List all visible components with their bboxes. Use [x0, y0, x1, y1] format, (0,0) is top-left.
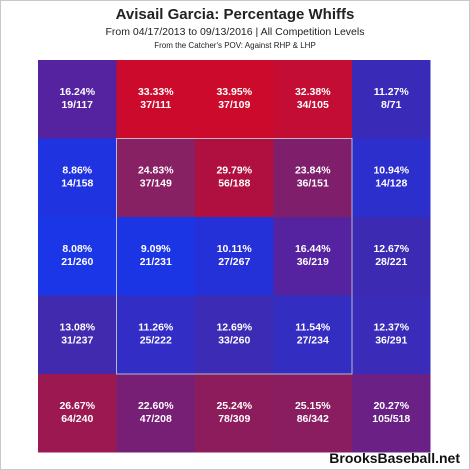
heatmap-cell — [195, 217, 274, 296]
cell-percent-label: 25.15% — [295, 400, 331, 412]
heatmap-cell — [38, 138, 117, 217]
cell-count-label: 14/128 — [375, 178, 407, 190]
heatmap-cell — [38, 60, 117, 139]
heatmap-cell — [352, 138, 431, 217]
cell-count-label: 36/291 — [375, 335, 407, 347]
heatmap-cell — [352, 217, 431, 296]
heatmap-cell — [195, 138, 274, 217]
heatmap-cell — [38, 295, 117, 374]
cell-percent-label: 12.69% — [216, 322, 252, 334]
cell-percent-label: 24.83% — [138, 165, 174, 177]
watermark: BrooksBaseball.net — [329, 450, 460, 466]
cell-count-label: 25/222 — [140, 335, 172, 347]
cell-count-label: 64/240 — [61, 413, 93, 425]
heatmap-cell — [352, 295, 431, 374]
cell-count-label: 78/309 — [218, 413, 250, 425]
heatmap-cell — [195, 295, 274, 374]
cell-count-label: 36/151 — [297, 178, 329, 190]
heatmap-cell — [195, 60, 274, 139]
cell-percent-label: 8.08% — [62, 243, 92, 255]
cell-count-label: 28/221 — [375, 256, 407, 268]
cell-count-label: 34/105 — [297, 99, 329, 111]
heatmap-cell — [116, 60, 195, 139]
heatmap-cell — [273, 60, 352, 139]
cell-count-label: 31/237 — [61, 335, 93, 347]
heatmap-cell — [273, 217, 352, 296]
cell-percent-label: 8.86% — [62, 165, 92, 177]
cell-count-label: 36/219 — [297, 256, 329, 268]
heatmap-cell — [352, 374, 431, 453]
cell-percent-label: 33.33% — [138, 86, 174, 98]
cell-count-label: 37/109 — [218, 99, 250, 111]
cell-count-label: 33/260 — [218, 335, 250, 347]
cell-count-label: 14/158 — [61, 178, 93, 190]
heatmap-cell — [273, 295, 352, 374]
cell-count-label: 56/188 — [218, 178, 250, 190]
heatmap-cell — [116, 295, 195, 374]
heatmap-cell — [38, 374, 117, 453]
cell-count-label: 105/518 — [372, 413, 410, 425]
cell-percent-label: 16.24% — [59, 86, 95, 98]
cell-count-label: 27/267 — [218, 256, 250, 268]
cell-percent-label: 32.38% — [295, 86, 331, 98]
cell-percent-label: 20.27% — [373, 400, 409, 412]
strike-zone-outline — [116, 138, 353, 375]
cell-count-label: 37/111 — [140, 99, 171, 111]
cell-percent-label: 22.60% — [138, 400, 174, 412]
cell-percent-label: 12.37% — [373, 322, 409, 334]
cell-percent-label: 26.67% — [59, 400, 95, 412]
chart-subtitle: From 04/17/2013 to 09/13/2016 | All Comp… — [105, 26, 365, 38]
cell-percent-label: 10.94% — [373, 165, 409, 177]
heatmap-cell — [38, 217, 117, 296]
cell-percent-label: 33.95% — [216, 86, 252, 98]
cell-percent-label: 10.11% — [217, 243, 253, 255]
heatmap-cell — [116, 374, 195, 453]
cell-percent-label: 9.09% — [141, 243, 171, 255]
cell-percent-label: 29.79% — [216, 165, 252, 177]
cell-percent-label: 23.84% — [295, 165, 331, 177]
chart-title: Avisail Garcia: Percentage Whiffs — [115, 6, 355, 23]
heatmap-cell — [352, 60, 431, 139]
cell-count-label: 47/208 — [140, 413, 172, 425]
cell-percent-label: 12.67% — [373, 243, 409, 255]
heatmap-cell — [273, 138, 352, 217]
cell-percent-label: 25.24% — [216, 400, 252, 412]
cell-count-label: 19/117 — [61, 99, 93, 111]
heatmap-cell — [195, 374, 274, 453]
heatmap-cell — [273, 374, 352, 453]
cell-count-label: 27/234 — [297, 335, 329, 347]
cell-count-label: 86/342 — [297, 413, 329, 425]
cell-count-label: 37/149 — [140, 178, 172, 190]
cell-percent-label: 16.44% — [295, 243, 331, 255]
heatmap-cell — [116, 138, 195, 217]
cell-percent-label: 13.08% — [59, 322, 95, 334]
cell-percent-label: 11.26% — [138, 322, 174, 334]
chart-note: From the Catcher's POV: Against RHP & LH… — [154, 41, 316, 50]
cell-count-label: 8/71 — [381, 99, 402, 111]
heatmap-cell — [116, 217, 195, 296]
cell-percent-label: 11.27% — [374, 86, 410, 98]
cell-count-label: 21/231 — [140, 256, 172, 268]
cell-count-label: 21/260 — [61, 256, 93, 268]
cell-percent-label: 11.54% — [295, 322, 331, 334]
